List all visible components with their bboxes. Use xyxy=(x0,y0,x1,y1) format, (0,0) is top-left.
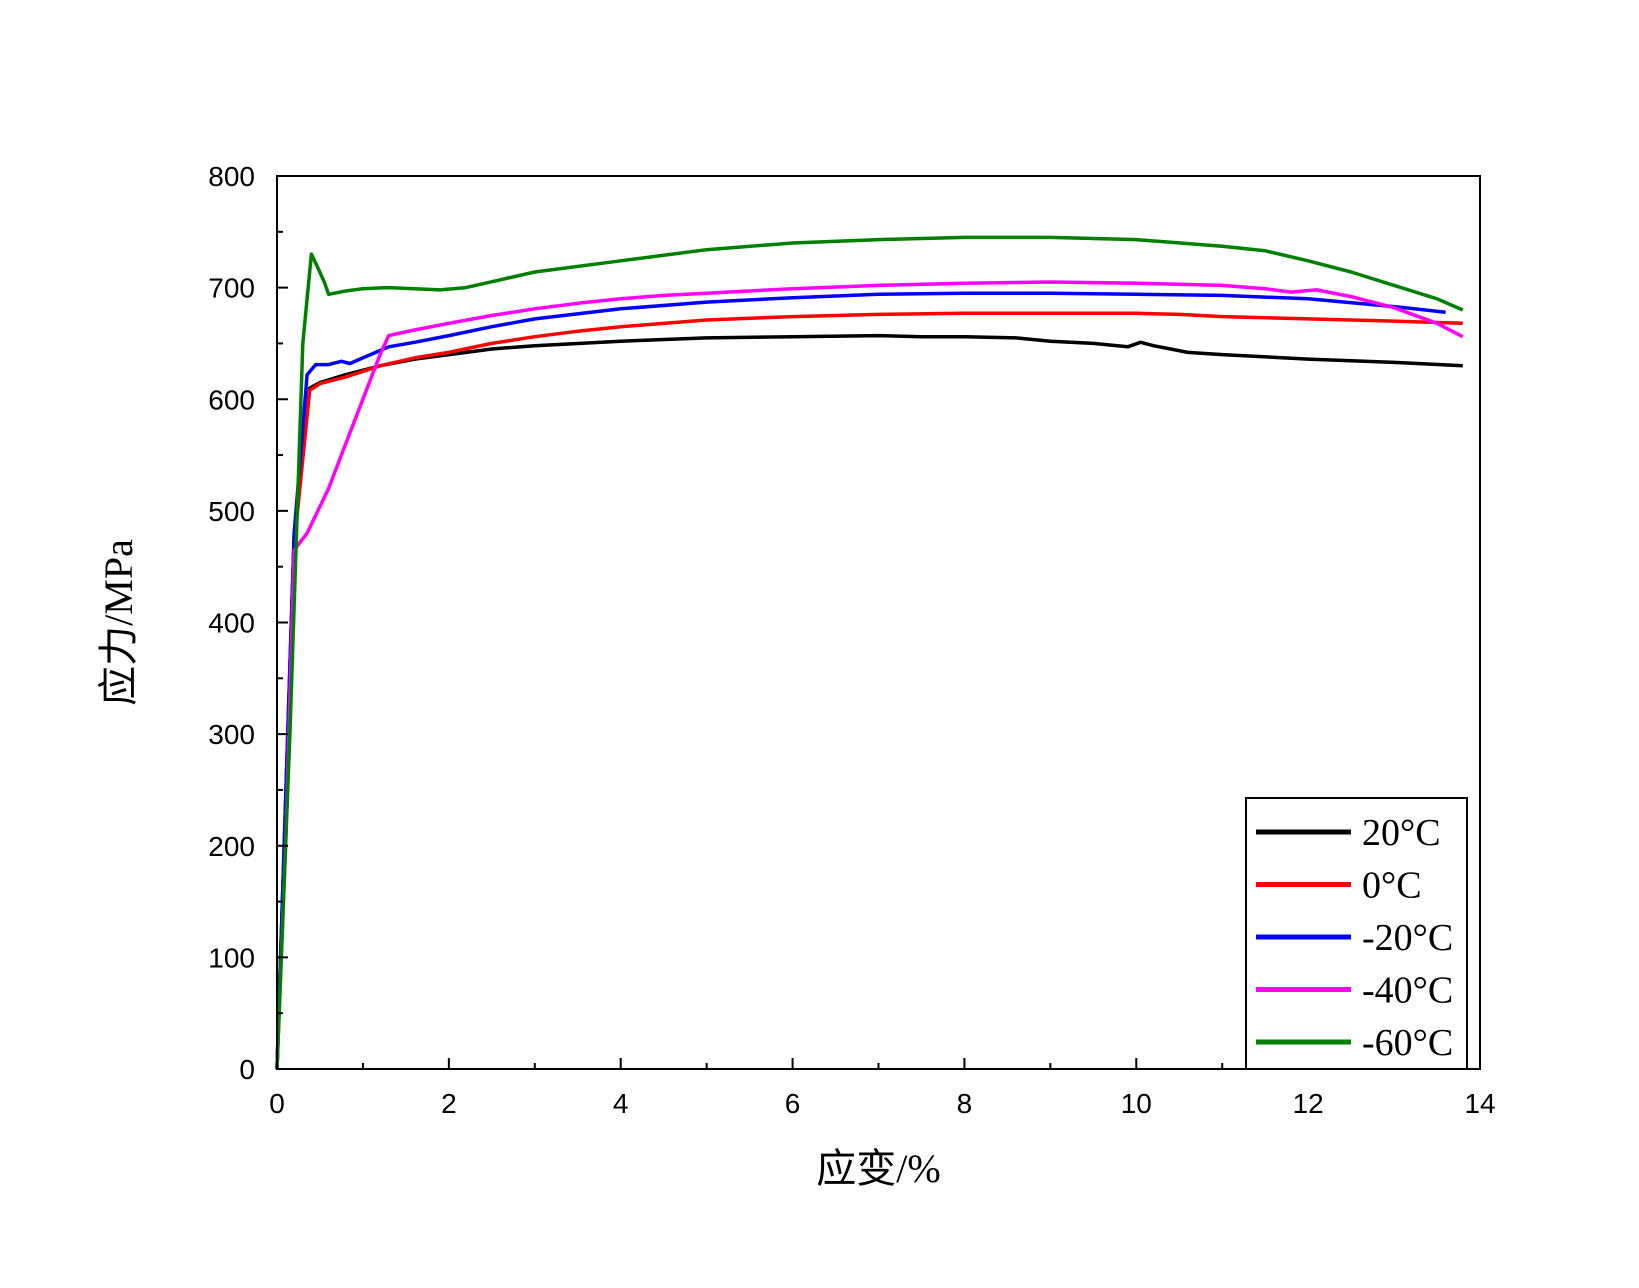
y-tick-label: 700 xyxy=(208,273,255,304)
series-line-2 xyxy=(275,291,1446,1070)
y-tick-label: 100 xyxy=(208,942,255,973)
y-tick-label: 200 xyxy=(208,831,255,862)
legend-label: -60°C xyxy=(1362,1022,1453,1064)
series-line-4 xyxy=(275,235,1464,1070)
x-tick-label: 6 xyxy=(785,1088,801,1119)
y-tick-label: 300 xyxy=(208,719,255,750)
series-line-3 xyxy=(275,280,1464,1070)
y-axis-title: 应力/MPa xyxy=(96,539,141,706)
x-tick-label: 2 xyxy=(441,1088,457,1119)
y-tick-label: 600 xyxy=(208,384,255,415)
series-group xyxy=(275,235,1464,1070)
y-tick-label: 0 xyxy=(239,1054,255,1085)
axes-group: 0 2 4 6 8 10 12 14 0 100 200 300 400 500 600 700 800 xyxy=(208,161,1495,1119)
y-tick-label: 800 xyxy=(208,161,255,192)
x-tick-label: 0 xyxy=(269,1088,285,1119)
x-tick-label: 10 xyxy=(1121,1088,1152,1119)
legend: 20°C 0°C -20°C -40°C -60°C xyxy=(1245,797,1468,1070)
legend-box xyxy=(1245,797,1468,1070)
legend-label: -20°C xyxy=(1362,917,1453,959)
legend-label: 20°C xyxy=(1362,812,1441,854)
y-tick-label: 400 xyxy=(208,608,255,639)
x-tick-label: 12 xyxy=(1293,1088,1324,1119)
y-tick-label: 500 xyxy=(208,496,255,527)
legend-label: -40°C xyxy=(1362,970,1453,1012)
x-tick-label: 14 xyxy=(1464,1088,1495,1119)
x-tick-label: 8 xyxy=(957,1088,973,1119)
series-line-1 xyxy=(275,311,1463,1070)
legend-label: 0°C xyxy=(1362,865,1422,907)
x-axis-title: 应变/% xyxy=(816,1146,940,1191)
x-tick-label: 4 xyxy=(613,1088,629,1119)
